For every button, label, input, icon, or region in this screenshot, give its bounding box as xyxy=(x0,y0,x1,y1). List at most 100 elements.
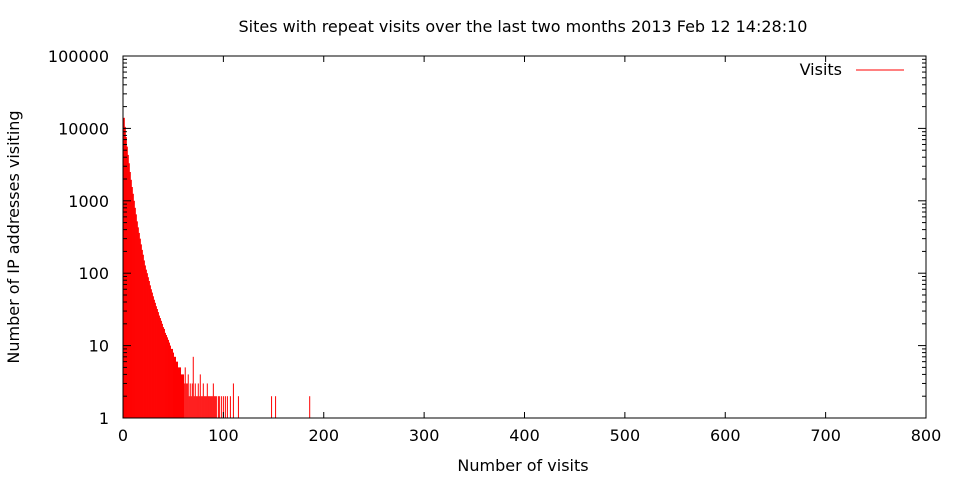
bar xyxy=(222,396,224,418)
bar xyxy=(126,146,128,418)
bar xyxy=(135,214,137,418)
bar xyxy=(129,171,131,418)
bar xyxy=(166,337,168,418)
bar xyxy=(147,277,149,418)
bar xyxy=(145,269,147,418)
bar xyxy=(146,273,148,418)
bar xyxy=(271,396,273,418)
series-visits xyxy=(123,117,311,419)
bar xyxy=(131,187,133,418)
bar xyxy=(150,289,152,418)
bar xyxy=(209,396,211,418)
bar xyxy=(184,367,186,418)
bar xyxy=(202,383,204,418)
bar xyxy=(133,200,135,418)
bar xyxy=(218,396,220,418)
bar xyxy=(163,328,165,418)
plot-frame xyxy=(122,55,927,419)
bar xyxy=(134,207,136,418)
legend: Visits xyxy=(800,60,904,79)
bar xyxy=(190,396,192,418)
bar xyxy=(200,396,202,418)
x-tick-label: 800 xyxy=(911,426,942,445)
bar xyxy=(157,312,159,418)
bar xyxy=(214,396,216,418)
bar xyxy=(124,126,126,419)
bar xyxy=(136,221,138,418)
bar xyxy=(198,396,200,418)
chart-title: Sites with repeat visits over the last t… xyxy=(239,17,808,36)
bar xyxy=(156,309,158,418)
bar xyxy=(152,296,154,418)
bar xyxy=(159,318,161,418)
bar xyxy=(154,302,156,418)
bar xyxy=(168,342,170,418)
bar xyxy=(205,396,207,418)
x-tick-label: 700 xyxy=(810,426,841,445)
bar xyxy=(199,374,201,418)
y-tick-label: 1000 xyxy=(68,192,109,211)
bar xyxy=(123,117,125,418)
bar xyxy=(182,374,185,418)
bar xyxy=(178,367,181,418)
bar xyxy=(194,383,196,418)
x-tick-label: 300 xyxy=(409,426,440,445)
x-tick-label: 400 xyxy=(509,426,540,445)
bar xyxy=(173,356,175,418)
x-axis: 0 100 200 300 400 500 600 700 800 xyxy=(118,56,941,445)
bar xyxy=(137,227,139,418)
bar xyxy=(183,383,185,418)
bar xyxy=(132,193,134,418)
y-axis: 1 10 100 1000 10000 100000 xyxy=(48,47,926,428)
y-axis-label: Number of IP addresses visiting xyxy=(4,110,23,363)
x-axis-label: Number of visits xyxy=(457,456,588,475)
x-tick-label: 500 xyxy=(610,426,641,445)
bar xyxy=(179,367,182,418)
y-tick-label: 1 xyxy=(99,409,109,428)
bar xyxy=(203,396,205,418)
bar xyxy=(125,137,127,418)
bar xyxy=(181,374,184,418)
bar xyxy=(226,396,228,418)
bar xyxy=(176,361,178,418)
y-tick-label: 10000 xyxy=(58,119,109,138)
bar xyxy=(164,332,166,418)
bar xyxy=(169,345,171,418)
bar xyxy=(174,356,176,418)
bar xyxy=(201,396,203,418)
bar xyxy=(187,374,189,418)
bar xyxy=(212,383,214,418)
bar xyxy=(211,396,213,418)
bar xyxy=(158,315,160,418)
bar xyxy=(142,254,144,418)
x-tick-label: 100 xyxy=(208,426,239,445)
bar xyxy=(213,396,215,418)
bar xyxy=(191,383,193,418)
bar xyxy=(220,396,222,418)
bar xyxy=(130,179,132,418)
bar xyxy=(208,396,210,418)
bar xyxy=(153,299,155,418)
bar xyxy=(188,396,190,418)
y-tick-label: 100 xyxy=(78,264,109,283)
bar xyxy=(138,232,140,418)
bar xyxy=(210,396,212,418)
bar xyxy=(185,383,187,418)
bar xyxy=(149,285,151,418)
bar xyxy=(148,281,150,418)
legend-label-visits: Visits xyxy=(800,60,842,79)
bar xyxy=(140,244,142,418)
bar xyxy=(175,361,177,418)
y-tick-label: 10 xyxy=(89,337,109,356)
bar xyxy=(165,335,167,418)
y-tick-label: 100000 xyxy=(48,47,109,66)
bar xyxy=(204,396,206,418)
bar xyxy=(171,348,173,418)
bar xyxy=(177,367,179,418)
bar xyxy=(161,323,163,418)
bar xyxy=(197,383,199,418)
bar xyxy=(192,356,194,418)
bar xyxy=(189,383,191,418)
bar xyxy=(309,396,311,418)
